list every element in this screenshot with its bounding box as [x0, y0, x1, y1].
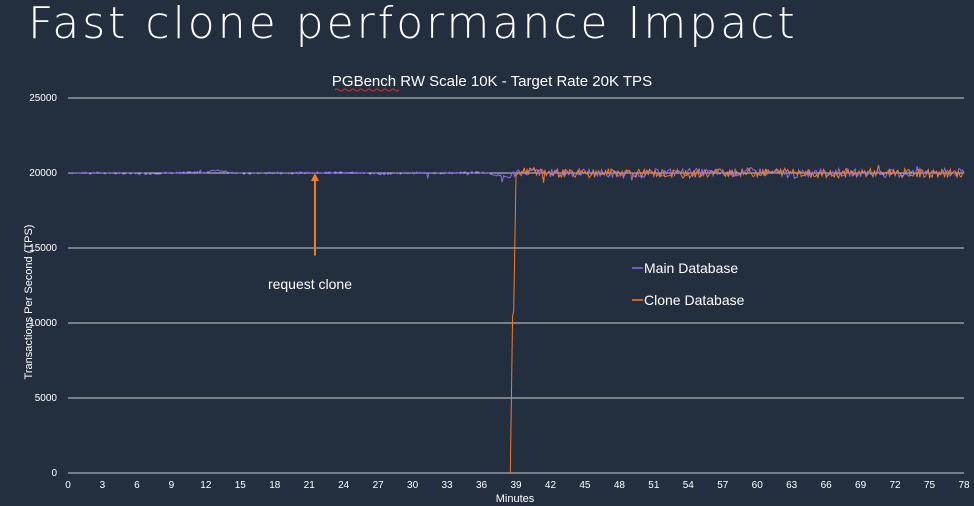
x-tick-label: 21 — [304, 480, 316, 491]
y-tick-label: 15000 — [29, 243, 57, 254]
x-tick-label: 6 — [134, 480, 140, 491]
x-tick-label: 12 — [200, 480, 212, 491]
x-tick-label: 63 — [786, 480, 798, 491]
y-tick-label: 5000 — [35, 393, 58, 404]
grid-lines — [68, 97, 964, 474]
x-tick-label: 48 — [614, 480, 626, 491]
x-tick-label: 39 — [510, 480, 522, 491]
x-tick-label: 66 — [821, 480, 833, 491]
x-tick-label: 51 — [648, 480, 660, 491]
annotation-arrow-head — [310, 173, 319, 181]
x-tick-label: 27 — [373, 480, 385, 491]
y-axis-ticks: 0 5000 10000 15000 20000 25000 — [29, 93, 57, 479]
chart-title: PGBench RW Scale 10K - Target Rate 20K T… — [332, 73, 652, 90]
x-tick-label: 24 — [338, 480, 350, 491]
y-axis-label: Transactions Per Second (TPS) — [23, 225, 35, 380]
series-line-clone-database — [509, 164, 965, 474]
x-tick-label: 3 — [100, 480, 106, 491]
x-tick-label: 0 — [65, 480, 71, 491]
x-tick-label: 57 — [717, 480, 729, 491]
x-tick-label: 54 — [683, 480, 695, 491]
series-lines — [67, 164, 965, 474]
x-tick-label: 36 — [476, 480, 488, 491]
y-tick-label: 10000 — [29, 318, 57, 329]
y-tick-label: 20000 — [29, 168, 57, 179]
x-tick-label: 33 — [442, 480, 454, 491]
x-tick-label: 42 — [545, 480, 557, 491]
spellcheck-underline — [334, 88, 400, 92]
x-axis-label: Minutes — [496, 493, 535, 505]
legend: Main Database Clone Database — [632, 260, 745, 308]
x-axis-ticks: 0 3 6 9 12 15 18 21 24 27 30 33 36 39 42 45 48 51 54 57 60 63… — [65, 480, 970, 491]
y-tick-label: 25000 — [29, 93, 57, 104]
annotation-label: request clone — [268, 276, 352, 292]
legend-label: Main Database — [644, 260, 738, 276]
x-tick-label: 72 — [890, 480, 902, 491]
request-clone-annotation: request clone — [268, 173, 352, 292]
series-line-main-database — [67, 165, 965, 183]
x-tick-label: 30 — [407, 480, 419, 491]
slide-title: Fast clone performance Impact — [28, 0, 798, 49]
x-tick-label: 15 — [235, 480, 247, 491]
x-tick-label: 75 — [924, 480, 936, 491]
x-tick-label: 78 — [958, 480, 970, 491]
x-tick-label: 69 — [855, 480, 867, 491]
y-tick-label: 0 — [51, 468, 57, 479]
x-tick-label: 9 — [169, 480, 175, 491]
x-tick-label: 18 — [269, 480, 281, 491]
x-tick-label: 60 — [752, 480, 764, 491]
legend-label: Clone Database — [644, 292, 745, 308]
x-tick-label: 45 — [579, 480, 591, 491]
